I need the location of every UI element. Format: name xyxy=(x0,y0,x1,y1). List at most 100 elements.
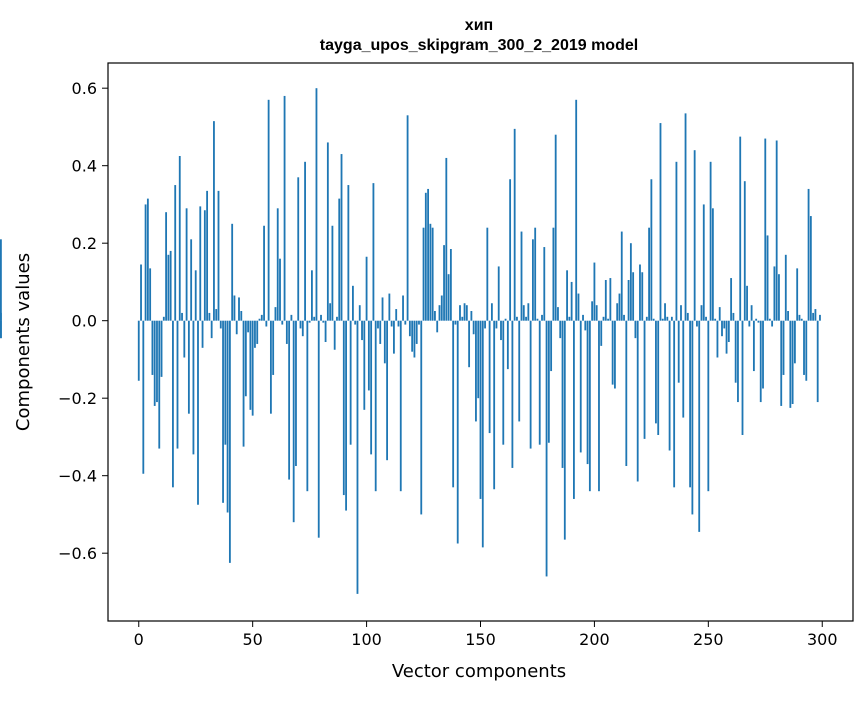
bar xyxy=(762,320,764,389)
bar xyxy=(429,223,432,321)
bar xyxy=(700,305,703,321)
bar xyxy=(805,320,808,381)
bar xyxy=(568,316,571,321)
bar xyxy=(162,316,165,321)
bar xyxy=(333,320,336,350)
bar xyxy=(484,320,486,329)
bar xyxy=(796,268,799,321)
bar xyxy=(627,280,630,321)
bar xyxy=(415,320,418,344)
bar xyxy=(538,320,541,445)
bar xyxy=(707,320,710,492)
bar xyxy=(192,320,195,455)
bar xyxy=(456,320,459,544)
bar xyxy=(752,320,755,372)
bar xyxy=(267,99,270,321)
bar xyxy=(399,320,402,492)
bar xyxy=(203,210,206,321)
y-tick-label: −0.6 xyxy=(58,544,97,563)
bar xyxy=(778,274,780,321)
bar xyxy=(609,278,612,321)
bar xyxy=(559,320,562,339)
bar xyxy=(219,320,222,329)
bar xyxy=(149,268,152,321)
bar xyxy=(641,272,644,321)
bar xyxy=(632,272,635,321)
bar xyxy=(757,320,760,323)
bar xyxy=(488,320,491,434)
bar xyxy=(616,303,619,321)
bar xyxy=(402,295,404,321)
bar xyxy=(281,320,284,325)
bar xyxy=(620,231,623,321)
bar xyxy=(561,320,564,468)
bar xyxy=(520,231,523,321)
bar xyxy=(358,305,361,321)
bar xyxy=(374,320,377,492)
bar xyxy=(664,303,666,321)
bar xyxy=(748,320,751,327)
bar xyxy=(249,320,252,410)
bar xyxy=(381,297,384,321)
bar xyxy=(563,320,566,540)
x-tick-label: 50 xyxy=(242,630,262,649)
bar xyxy=(479,320,482,499)
bar xyxy=(550,320,553,372)
x-tick-label: 200 xyxy=(579,630,610,649)
bar xyxy=(383,320,386,364)
bar xyxy=(424,192,427,321)
bar xyxy=(459,305,461,321)
bar xyxy=(331,225,334,321)
bar xyxy=(438,305,441,321)
bar xyxy=(463,303,466,321)
bar xyxy=(301,320,304,337)
bar xyxy=(639,264,641,321)
bar xyxy=(768,318,771,321)
bar xyxy=(506,320,509,370)
bar xyxy=(197,320,199,505)
bar xyxy=(151,320,154,375)
bar xyxy=(750,305,753,321)
y-tick-label: −0.4 xyxy=(58,467,97,486)
bar xyxy=(493,320,496,490)
bar xyxy=(670,316,673,321)
chart-title: хип xyxy=(465,17,493,34)
axes-ticks: 0 50 100 150 200 250 300 −0.6 −0.4 −0.2 0.0 0.2 0.4 0… xyxy=(58,79,837,649)
bar xyxy=(0,312,2,321)
bar xyxy=(739,136,742,321)
bar xyxy=(500,320,502,341)
bar xyxy=(595,305,598,321)
bar xyxy=(201,320,204,348)
bar xyxy=(573,320,575,499)
bar xyxy=(447,274,450,321)
bar xyxy=(721,320,723,337)
bars-group xyxy=(0,88,821,594)
bar xyxy=(313,316,316,321)
bar xyxy=(206,190,209,321)
bar xyxy=(256,320,259,344)
bar xyxy=(199,206,202,321)
bar xyxy=(178,156,181,321)
x-tick-label: 150 xyxy=(465,630,496,649)
bar xyxy=(527,303,530,321)
bar xyxy=(655,320,657,424)
bar xyxy=(418,320,420,325)
y-tick-label: 0.6 xyxy=(72,79,97,98)
bar xyxy=(0,320,2,339)
bar xyxy=(324,320,327,342)
bar xyxy=(773,266,776,321)
x-tick-label: 0 xyxy=(134,630,144,649)
bar xyxy=(771,320,774,327)
bar xyxy=(411,320,414,352)
bar xyxy=(288,320,291,480)
bar xyxy=(525,316,527,321)
bar xyxy=(210,320,213,339)
bar xyxy=(775,140,778,321)
bar xyxy=(244,320,247,397)
bar xyxy=(816,320,819,403)
bar xyxy=(140,264,142,321)
bar xyxy=(607,318,609,321)
bar xyxy=(657,320,660,435)
